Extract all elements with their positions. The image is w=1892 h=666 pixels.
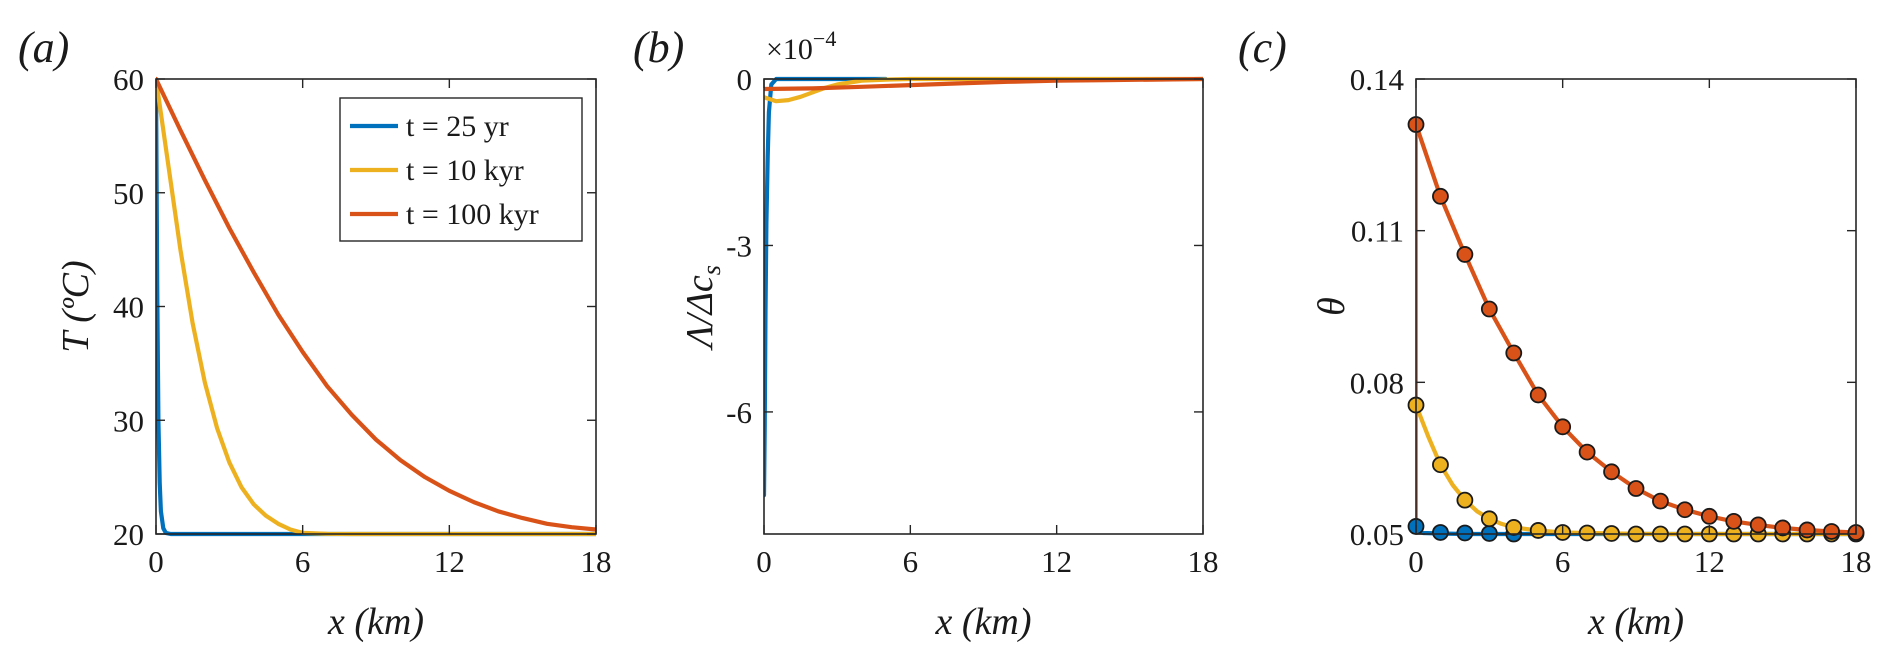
data-layer [1416,122,1856,537]
y-tick-label: 60 [113,62,144,97]
data-point [1529,386,1547,404]
data-point [1798,521,1816,539]
panel-b: 0 6 12 18 0 -3 -6 x (km) Λ/Δcs ×10−4 (b) [633,23,1219,643]
data-point [1432,187,1449,205]
y-tick-label: 0.05 [1350,517,1404,552]
y-tick-label: 0.14 [1350,62,1405,97]
x-axis-label: x (km) [327,601,424,643]
y-axis-label: T (ºC) [55,260,97,352]
x-tick-label: 18 [1841,544,1872,579]
data-point [1505,519,1523,536]
data-point [1627,480,1645,497]
data-point [1505,344,1523,362]
data-point [1725,512,1743,530]
data-point [1578,524,1596,542]
y-axis-label: Λ/Δcs [679,265,726,351]
y-tick-label: 20 [113,517,144,552]
data-point [1432,524,1449,541]
series-line [1416,122,1856,535]
legend-entry: t = 100 kyr [406,198,539,231]
axes-box [1415,78,1857,535]
x-axis-label: x (km) [935,601,1032,643]
panel-a: 0 6 12 18 20 30 40 50 60 x (km) T (ºC) (a) t = 25 yr… [18,23,612,643]
data-point [1480,510,1498,528]
y-axis-label-text: Λ/Δc [679,275,721,351]
y-exponent-label: ×10−4 [766,26,836,66]
x-tick-label: 0 [148,544,164,579]
data-point [1480,300,1498,318]
x-tick-label: 0 [1408,544,1424,579]
exponent-base: ×10 [766,33,813,66]
data-point [1603,463,1620,481]
data-point [1456,524,1474,542]
x-tick-label: 6 [295,544,311,579]
x-tick-label: 0 [756,544,772,579]
data-point [1676,501,1694,519]
y-axis-label: θ [1311,297,1353,316]
data-point [1456,246,1474,263]
data-point [1554,418,1572,436]
y-tick-label: 40 [113,290,144,325]
y-tick-label: 30 [113,403,144,438]
x-tick-label: 6 [903,544,919,579]
data-point [1700,507,1718,525]
y-tick-label: 0 [737,62,753,97]
data-layer [764,76,1203,498]
data-point [1749,516,1767,534]
panel-c: 0 6 12 18 0.05 0.08 0.11 0.14 x (km) θ (c) [1238,23,1872,643]
y-tick-label: 0.08 [1350,365,1404,400]
series-line [764,76,1203,92]
x-tick-label: 12 [434,544,465,579]
data-point [1578,443,1596,461]
y-tick-label: -3 [726,228,752,263]
x-tick-label: 18 [1188,544,1219,579]
data-point [1823,523,1840,540]
x-tick-label: 12 [1041,544,1072,579]
legend-entry: t = 10 kyr [406,154,524,187]
data-point [1652,492,1669,510]
x-tick-label: 18 [581,544,612,579]
data-point [1432,456,1449,474]
y-tick-label: 50 [113,176,144,211]
data-point [1774,519,1792,537]
exponent-power: −4 [813,26,836,51]
series-line [1416,403,1856,537]
y-tick-label: -6 [726,395,752,430]
panel-label: (c) [1238,23,1287,72]
y-tick-label: 0.11 [1351,214,1404,249]
y-axis-label-text: T (ºC) [55,260,97,352]
data-point [1529,522,1547,539]
x-axis-label: x (km) [1587,601,1684,643]
y-axis-label-subscript: s [697,265,726,275]
series-line [764,76,889,498]
panel-label: (b) [633,23,684,72]
panel-label: (a) [18,23,69,72]
x-tick-label: 6 [1555,544,1571,579]
data-point [1456,491,1474,509]
y-axis-label-text: θ [1311,297,1353,316]
legend-entry: t = 25 yr [406,110,509,143]
series-line [156,76,596,532]
x-tick-label: 12 [1694,544,1725,579]
axes-box [763,78,1204,535]
